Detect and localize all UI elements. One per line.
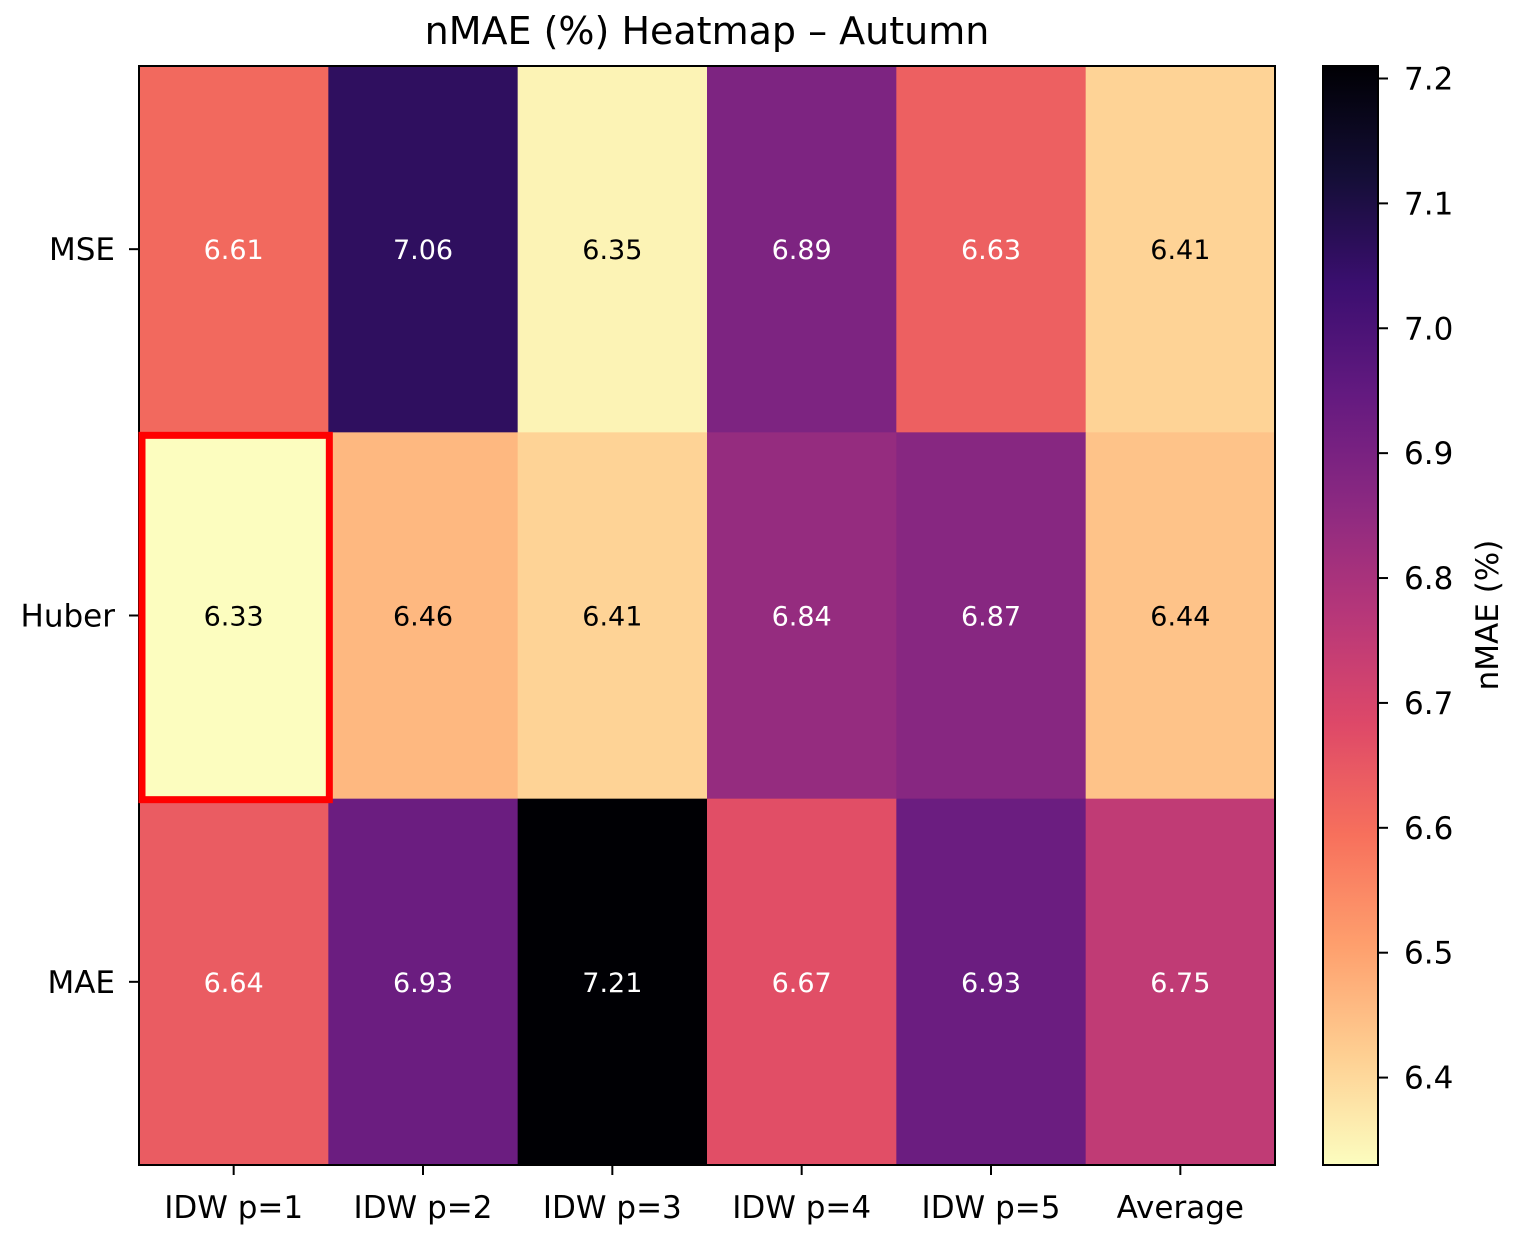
heatmap-cell (517, 66, 708, 433)
heatmap-cell (517, 432, 708, 800)
colorbar-tick-label: 7.0 (1404, 311, 1453, 347)
colorbar-frame (1322, 65, 1379, 1166)
heatmap-cell (328, 432, 519, 800)
x-tick-label: IDW p=1 (164, 1190, 303, 1226)
heatmap-cell (1085, 432, 1276, 800)
x-tick-label: Average (1117, 1190, 1244, 1226)
x-tick-label: IDW p=3 (543, 1190, 682, 1226)
cell-value-label: 6.41 (582, 602, 642, 633)
cell-value-label: 6.46 (393, 602, 453, 633)
heatmap-cell (1085, 66, 1276, 433)
colorbar-ticks: 6.4 6.5 6.6 6.7 6.8 6.9 7.0 7.1 7.2 (1378, 61, 1453, 1097)
x-tick-label: IDW p=2 (354, 1190, 493, 1226)
y-tick-label: Huber (21, 599, 116, 635)
cell-value-label: 6.44 (1150, 602, 1210, 633)
cell-value-label: 6.63 (961, 235, 1021, 266)
cell-value-label: 6.41 (1150, 235, 1210, 266)
cell-value-label: 6.75 (1150, 968, 1210, 999)
heatmap-cell (328, 798, 519, 1166)
colorbar-tick-label: 7.1 (1404, 186, 1453, 222)
chart-title: nMAE (%) Heatmap – Autumn (425, 9, 990, 53)
y-tick-label: MAE (47, 965, 115, 1001)
heatmap-cell (139, 432, 329, 800)
heatmap-cell (139, 66, 329, 433)
heatmap-cell (896, 66, 1087, 433)
y-axis: MSE Huber MAE (21, 232, 139, 1001)
cell-value-label: 6.93 (961, 968, 1021, 999)
colorbar-tick-label: 6.9 (1404, 436, 1453, 472)
colorbar-tick-label: 6.7 (1404, 686, 1453, 722)
cell-value-label: 6.33 (204, 602, 264, 633)
colorbar-tick-label: 6.6 (1404, 811, 1453, 847)
cell-value-label: 6.93 (393, 968, 453, 999)
y-tick-label: MSE (49, 232, 115, 268)
best-cell-highlight (138, 431, 333, 804)
heatmap-cell (707, 432, 897, 800)
highlight-layer (138, 431, 333, 804)
heatmap-cell (707, 66, 897, 433)
cell-value-label: 7.21 (582, 968, 642, 999)
heatmap-cell (896, 432, 1087, 800)
cell-value-label: 6.61 (204, 235, 264, 266)
heatmap-cell (328, 66, 519, 433)
cell-value-label: 6.87 (961, 602, 1021, 633)
colorbar-tick-label: 7.2 (1404, 61, 1453, 97)
cell-value-label: 6.84 (772, 602, 832, 633)
heatmap-cell (896, 798, 1087, 1166)
x-tick-label: IDW p=5 (922, 1190, 1061, 1226)
colorbar (1323, 66, 1378, 1165)
cell-value-label: 6.89 (772, 235, 832, 266)
cell-value-label: 6.67 (772, 968, 832, 999)
cell-value-label: 7.06 (393, 235, 453, 266)
colorbar-label: nMAE (%) (1470, 540, 1506, 691)
colorbar-tick-label: 6.5 (1404, 936, 1453, 972)
heatmap-cells: 6.61 7.06 6.35 6.89 6.63 6.41 6.33 6.46 6.41 6.84… (139, 66, 1276, 1166)
heatmap-cell (707, 798, 897, 1166)
heatmap-cell (1085, 798, 1276, 1166)
x-tick-label: IDW p=4 (732, 1190, 871, 1226)
cell-value-label: 6.64 (204, 968, 264, 999)
colorbar-tick-label: 6.8 (1404, 561, 1453, 597)
heatmap-cell (139, 798, 329, 1166)
colorbar-tick-label: 6.4 (1404, 1061, 1453, 1097)
cell-value-label: 6.35 (582, 235, 642, 266)
heatmap-cell (517, 798, 708, 1166)
x-axis: IDW p=1 IDW p=2 IDW p=3 IDW p=4 IDW p=5 Avera… (164, 1165, 1244, 1226)
